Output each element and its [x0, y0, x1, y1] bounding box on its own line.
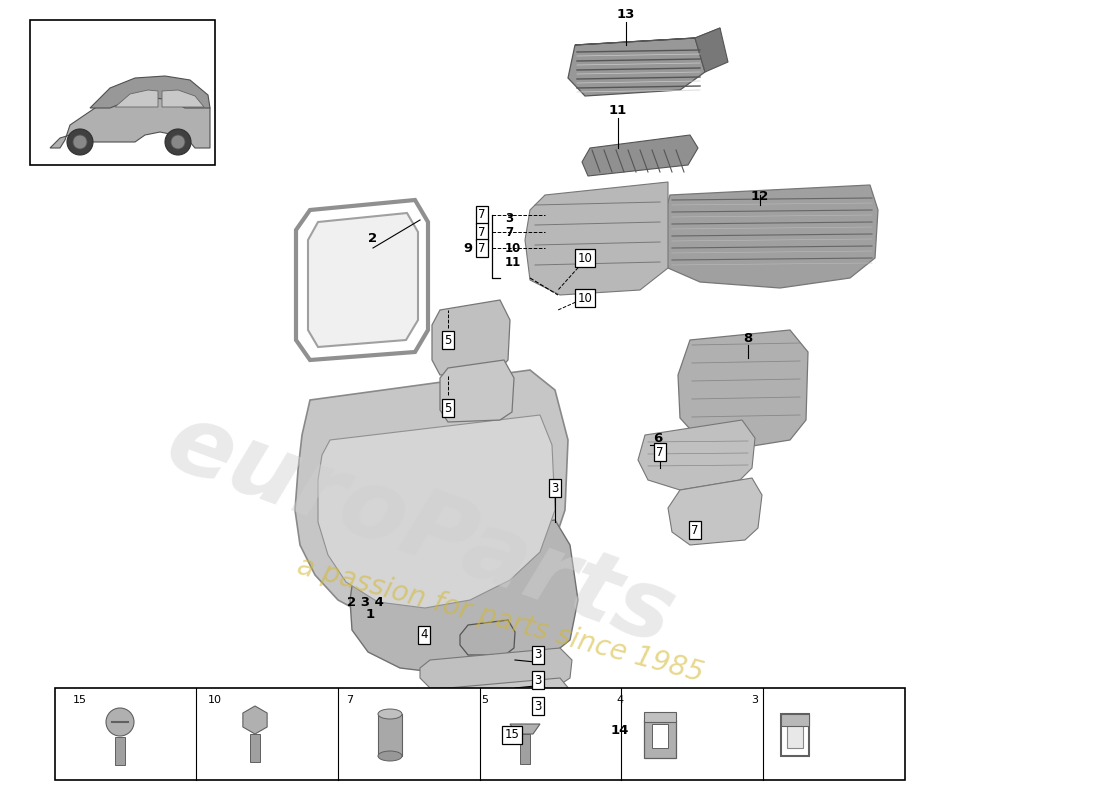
Text: 12: 12	[751, 190, 769, 203]
Text: 7: 7	[346, 695, 353, 705]
Polygon shape	[432, 300, 510, 375]
Text: 14: 14	[610, 723, 629, 737]
Circle shape	[165, 129, 191, 155]
Bar	[116, 737, 125, 765]
Text: 5: 5	[482, 695, 488, 705]
Text: 1: 1	[365, 609, 375, 622]
Polygon shape	[420, 648, 572, 688]
Circle shape	[73, 135, 87, 149]
Text: 15: 15	[505, 729, 519, 742]
Ellipse shape	[378, 709, 402, 719]
Text: 3: 3	[751, 695, 759, 705]
Text: 5: 5	[444, 402, 452, 414]
Text: 10: 10	[578, 251, 593, 265]
Text: 7: 7	[505, 226, 513, 238]
Polygon shape	[116, 90, 158, 107]
Text: 6: 6	[653, 431, 662, 445]
Text: 11: 11	[505, 255, 521, 269]
Bar	[786, 720, 803, 748]
Bar	[30, 20, 214, 165]
Polygon shape	[534, 708, 620, 742]
Text: 3: 3	[535, 649, 541, 662]
Polygon shape	[295, 370, 568, 625]
Polygon shape	[582, 135, 698, 176]
Polygon shape	[460, 620, 515, 655]
Bar	[781, 714, 808, 726]
Polygon shape	[308, 213, 418, 347]
Polygon shape	[440, 360, 514, 422]
Bar	[55, 688, 905, 780]
Polygon shape	[695, 28, 728, 72]
Circle shape	[106, 708, 134, 736]
Polygon shape	[568, 38, 705, 96]
Circle shape	[170, 135, 185, 149]
Text: 10: 10	[578, 291, 593, 305]
Text: 3: 3	[535, 699, 541, 713]
Bar	[520, 734, 530, 764]
Text: 2 3 4: 2 3 4	[346, 595, 384, 609]
Text: 3: 3	[535, 674, 541, 686]
Polygon shape	[350, 520, 578, 674]
Bar	[644, 712, 676, 722]
Text: 13: 13	[617, 7, 635, 21]
Text: 7: 7	[657, 446, 663, 458]
Text: 2: 2	[368, 231, 377, 245]
Ellipse shape	[378, 751, 402, 761]
Polygon shape	[318, 415, 556, 608]
Text: 7: 7	[691, 523, 698, 537]
Text: 9: 9	[463, 242, 473, 254]
Text: 7: 7	[478, 226, 486, 238]
Circle shape	[628, 718, 636, 726]
Polygon shape	[575, 28, 721, 45]
Text: 15: 15	[73, 695, 87, 705]
Polygon shape	[525, 182, 668, 295]
Polygon shape	[660, 185, 878, 288]
Polygon shape	[482, 710, 536, 742]
Polygon shape	[510, 724, 540, 734]
Text: 10: 10	[505, 242, 521, 254]
Text: a passion for parts since 1985: a passion for parts since 1985	[294, 552, 706, 688]
Polygon shape	[668, 478, 762, 545]
Bar	[781, 714, 808, 756]
Text: 10: 10	[208, 695, 222, 705]
Text: 7: 7	[478, 242, 486, 254]
Text: euroParts: euroParts	[154, 395, 686, 665]
Polygon shape	[90, 76, 210, 108]
Bar	[250, 734, 260, 762]
Polygon shape	[50, 90, 210, 148]
Text: 11: 11	[609, 103, 627, 117]
Bar	[652, 724, 668, 748]
Text: 4: 4	[420, 629, 428, 642]
Text: 3: 3	[551, 482, 559, 494]
Polygon shape	[243, 706, 267, 734]
Text: 7: 7	[478, 209, 486, 222]
Text: 8: 8	[744, 331, 752, 345]
Polygon shape	[162, 90, 204, 107]
Polygon shape	[638, 420, 755, 490]
Bar	[378, 714, 402, 756]
Text: 3: 3	[505, 211, 513, 225]
Bar	[644, 720, 676, 758]
Polygon shape	[440, 678, 570, 714]
Text: 4: 4	[616, 695, 624, 705]
Circle shape	[67, 129, 94, 155]
Polygon shape	[678, 330, 808, 448]
Text: 5: 5	[444, 334, 452, 346]
